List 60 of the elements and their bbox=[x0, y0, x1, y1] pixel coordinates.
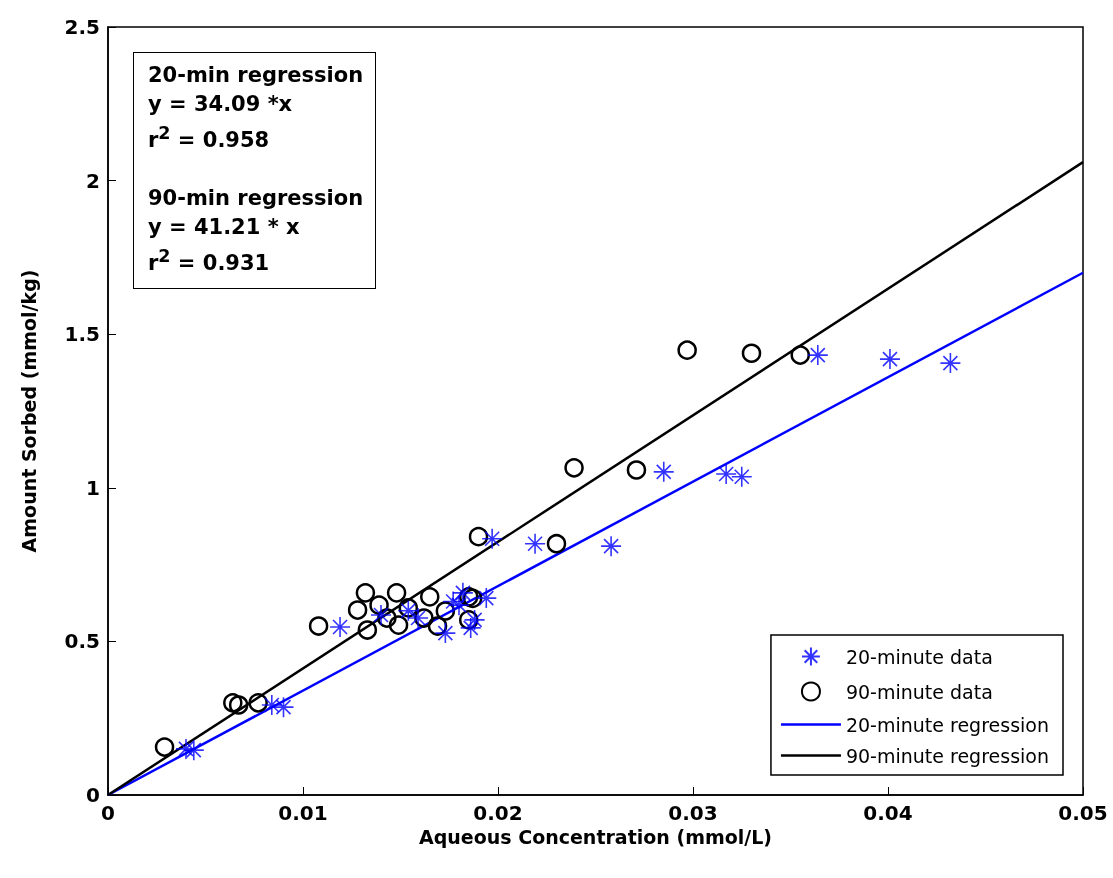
point bbox=[355, 583, 376, 603]
point bbox=[452, 582, 474, 604]
point bbox=[459, 617, 482, 639]
point bbox=[730, 465, 753, 488]
point bbox=[600, 535, 622, 557]
legend-label: 90-minute regression bbox=[845, 744, 1050, 767]
annotation: r$^{2}$ = 0.958 bbox=[148, 122, 271, 154]
y-tick-label: 2.5 bbox=[64, 15, 100, 39]
point bbox=[407, 607, 429, 629]
point bbox=[626, 460, 647, 480]
x-tick-label: 0.04 bbox=[863, 801, 913, 825]
point bbox=[546, 533, 567, 554]
point bbox=[272, 696, 295, 718]
point bbox=[223, 693, 243, 713]
annotation: r$^{2}$ = 0.931 bbox=[148, 245, 271, 277]
y-axis-title: Amount Sorbed (mmol/kg) bbox=[17, 269, 40, 553]
point bbox=[248, 693, 268, 713]
point bbox=[386, 583, 407, 603]
annotation: 20-min regression bbox=[148, 62, 364, 89]
point bbox=[261, 694, 283, 716]
point bbox=[347, 600, 368, 620]
x-tick-label: 0.02 bbox=[473, 801, 523, 825]
y-tick-label: 1.5 bbox=[64, 322, 100, 347]
y-tick-label: 0.5 bbox=[64, 629, 100, 654]
point bbox=[463, 609, 486, 631]
point bbox=[741, 343, 762, 363]
y-tick-label: 2 bbox=[86, 168, 100, 193]
x-tick-label: 0.05 bbox=[1058, 801, 1108, 825]
y-tick-label: 1 bbox=[86, 475, 100, 500]
point bbox=[652, 461, 675, 483]
point bbox=[434, 622, 457, 644]
point bbox=[790, 345, 810, 365]
point bbox=[879, 348, 901, 370]
point bbox=[939, 352, 962, 374]
x-tick-label: 0.01 bbox=[278, 801, 328, 825]
point bbox=[481, 528, 503, 550]
x-tick-label: 0 bbox=[101, 801, 115, 825]
point bbox=[329, 616, 351, 638]
point bbox=[388, 615, 409, 635]
point bbox=[475, 587, 498, 609]
legend-label: 20-minute regression bbox=[845, 713, 1050, 736]
annotation: 90-min regression bbox=[148, 185, 364, 212]
point bbox=[370, 604, 392, 626]
point bbox=[807, 344, 829, 366]
legend-label: 20-minute data bbox=[845, 645, 993, 668]
point bbox=[564, 458, 584, 478]
point bbox=[420, 587, 440, 607]
point bbox=[524, 532, 546, 555]
annotation: y = 34.09 *x bbox=[148, 91, 294, 118]
point bbox=[715, 463, 737, 485]
x-axis-title: Aqueous Concentration (mmol/L) bbox=[418, 826, 773, 849]
point bbox=[357, 620, 378, 640]
point bbox=[308, 616, 329, 636]
point bbox=[228, 695, 249, 715]
legend-label: 90-minute data bbox=[845, 680, 993, 703]
y-tick-label: 0 bbox=[86, 783, 100, 807]
point bbox=[677, 340, 697, 360]
point bbox=[154, 737, 175, 757]
annotation: y = 41.21 * x bbox=[148, 214, 301, 241]
x-tick-label: 0.03 bbox=[668, 801, 718, 825]
